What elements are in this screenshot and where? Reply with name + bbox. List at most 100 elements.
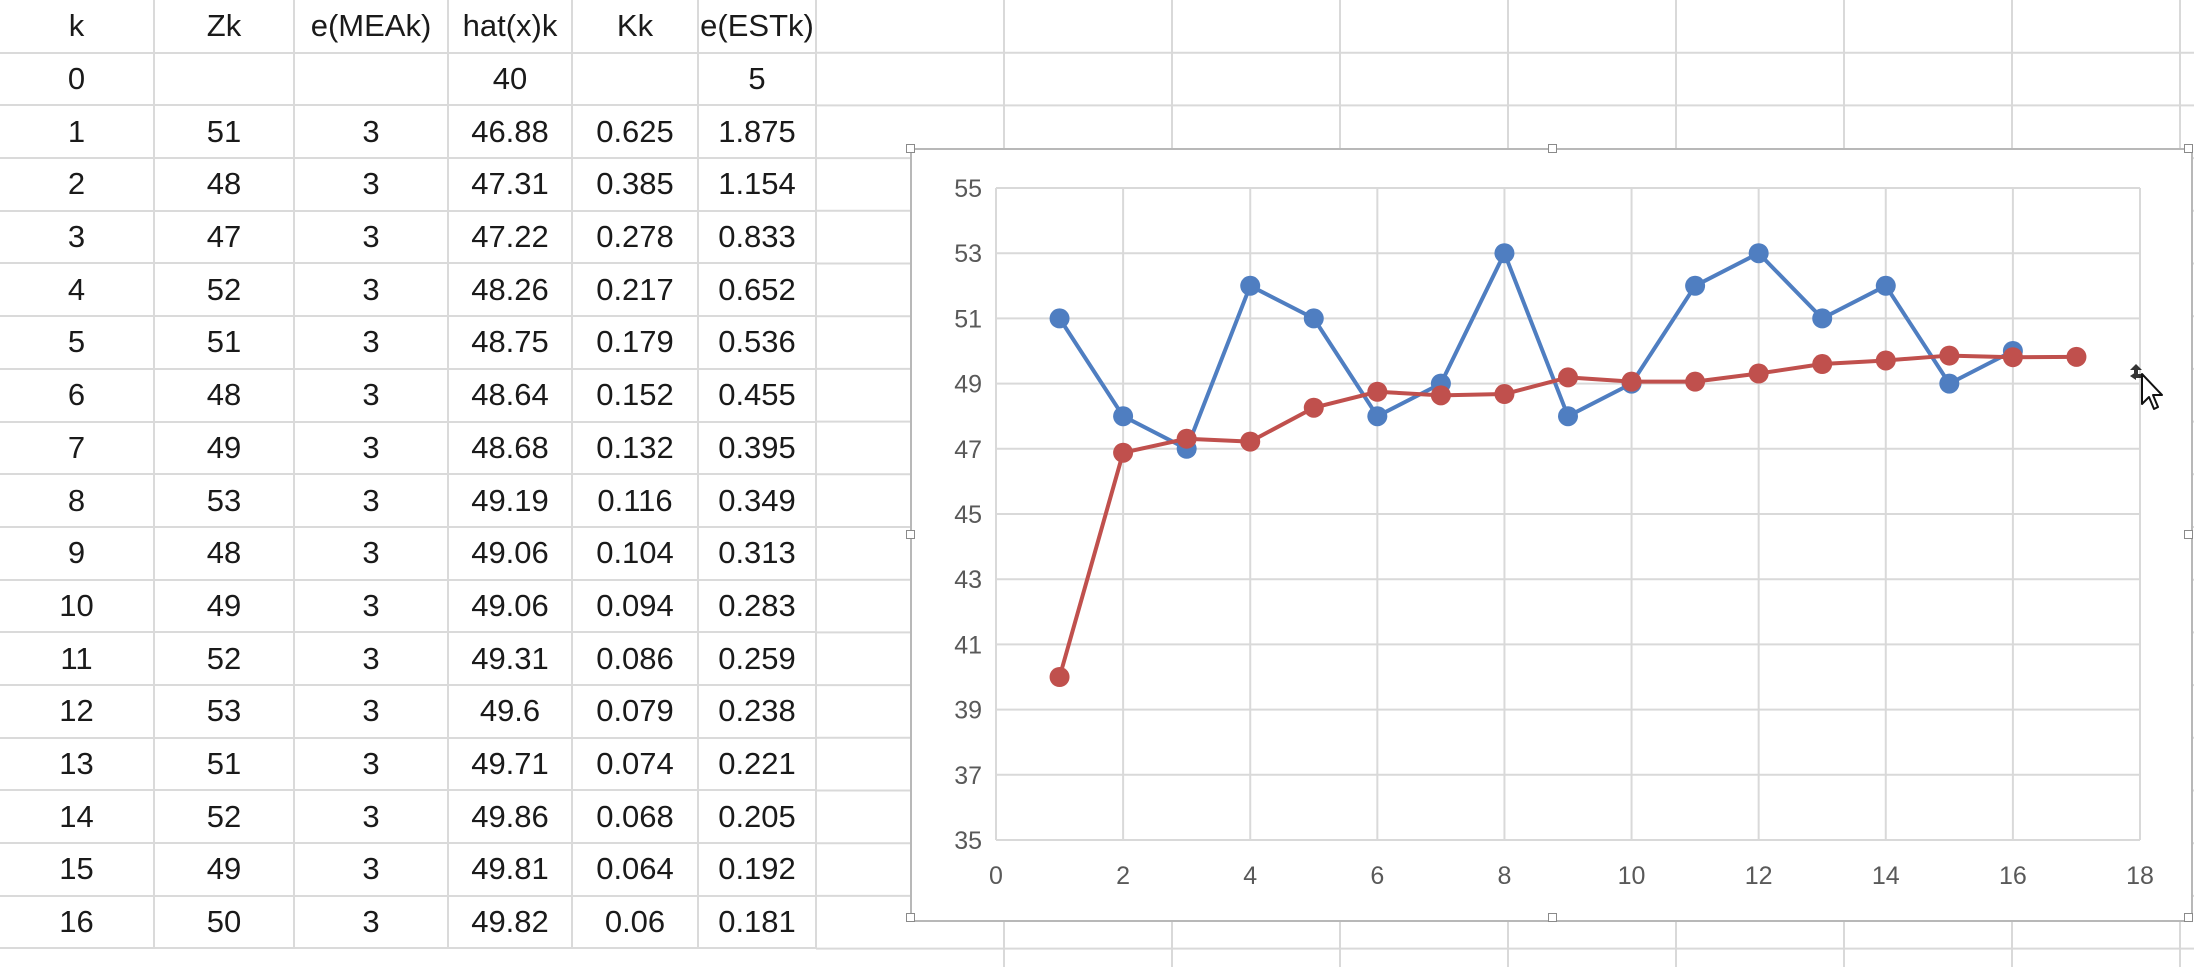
table-cell[interactable]: 49.06 [448,579,573,634]
table-cell[interactable]: 13 [0,737,155,792]
table-cell[interactable]: 3 [294,843,449,897]
table-cell[interactable]: 3 [0,210,155,265]
table-cell[interactable]: 3 [294,210,449,265]
table-cell[interactable]: 48 [154,368,295,423]
table-cell[interactable]: 49.82 [448,895,573,950]
table-cell[interactable]: 47 [154,210,295,265]
table-cell[interactable]: 5 [0,316,155,370]
table-cell[interactable]: 3 [294,263,449,318]
table-cell[interactable]: 10 [0,579,155,634]
table-cell[interactable]: 0.259 [698,632,817,686]
chart-resize-handle-bottom-right[interactable] [2184,913,2193,922]
table-cell[interactable]: 3 [294,632,449,686]
table-cell[interactable]: 0.192 [698,843,817,897]
table-cell[interactable]: 49 [154,843,295,897]
chart-resize-handle-left[interactable] [906,530,915,539]
table-cell[interactable]: 49.31 [448,632,573,686]
chart-resize-handle-top[interactable] [1548,144,1557,153]
table-cell[interactable]: 3 [294,526,449,581]
table-cell[interactable]: 16 [0,895,155,950]
table-cell[interactable]: 0.313 [698,526,817,581]
table-cell[interactable]: 0.104 [572,526,699,581]
table-cell[interactable]: 48.64 [448,368,573,423]
table-cell[interactable]: 0.094 [572,579,699,634]
table-cell[interactable]: 3 [294,684,449,739]
table-cell[interactable]: 0.086 [572,632,699,686]
table-cell[interactable]: 9 [0,526,155,581]
table-cell[interactable]: 0.833 [698,210,817,265]
table-cell[interactable] [572,52,699,107]
header-cell[interactable]: hat(x)k [448,0,573,54]
spreadsheet-table[interactable]: k Zk e(MEAk) hat(x)k Kk e(ESTk) 0 40 5 1 51 3 46.88 0… [0,0,817,950]
table-cell[interactable]: 53 [154,684,295,739]
table-cell[interactable]: 51 [154,316,295,370]
table-cell[interactable]: 0.349 [698,474,817,528]
header-cell[interactable]: e(ESTk) [698,0,817,54]
table-cell[interactable]: 49.06 [448,526,573,581]
table-cell[interactable]: 47.22 [448,210,573,265]
table-cell[interactable]: 3 [294,474,449,528]
table-cell[interactable]: 52 [154,263,295,318]
table-cell[interactable]: 0.179 [572,316,699,370]
table-cell[interactable] [154,52,295,107]
table-cell[interactable]: 49.86 [448,790,573,844]
table-cell[interactable]: 0.395 [698,421,817,476]
table-cell[interactable]: 0.06 [572,895,699,950]
table-cell[interactable]: 3 [294,579,449,634]
table-cell[interactable]: 4 [0,263,155,318]
table-cell[interactable]: 0.132 [572,421,699,476]
table-cell[interactable]: 50 [154,895,295,950]
table-cell[interactable]: 3 [294,316,449,370]
table-cell[interactable]: 52 [154,790,295,844]
header-cell[interactable]: Zk [154,0,295,54]
table-cell[interactable]: 2 [0,158,155,212]
table-cell[interactable]: 0.064 [572,843,699,897]
table-cell[interactable]: 0.074 [572,737,699,792]
table-cell[interactable]: 48.68 [448,421,573,476]
table-cell[interactable]: 3 [294,158,449,212]
table-cell[interactable]: 49 [154,421,295,476]
table-cell[interactable]: 0.217 [572,263,699,318]
table-cell[interactable]: 48.26 [448,263,573,318]
table-cell[interactable]: 49 [154,579,295,634]
table-cell[interactable]: 0.536 [698,316,817,370]
table-cell[interactable]: 52 [154,632,295,686]
table-cell[interactable]: 0.152 [572,368,699,423]
header-cell[interactable]: k [0,0,155,54]
table-cell[interactable]: 11 [0,632,155,686]
table-cell[interactable]: 3 [294,105,449,160]
table-cell[interactable]: 12 [0,684,155,739]
table-cell[interactable]: 0.205 [698,790,817,844]
table-cell[interactable]: 7 [0,421,155,476]
table-cell[interactable]: 40 [448,52,573,107]
table-cell[interactable]: 1 [0,105,155,160]
table-cell[interactable]: 0.221 [698,737,817,792]
table-cell[interactable]: 0 [0,52,155,107]
table-cell[interactable]: 49.19 [448,474,573,528]
table-cell[interactable]: 8 [0,474,155,528]
table-cell[interactable]: 0.116 [572,474,699,528]
table-cell[interactable] [294,52,449,107]
table-cell[interactable]: 3 [294,421,449,476]
table-cell[interactable]: 3 [294,895,449,950]
table-cell[interactable]: 0.079 [572,684,699,739]
table-cell[interactable]: 0.455 [698,368,817,423]
table-cell[interactable]: 0.625 [572,105,699,160]
table-cell[interactable]: 49.6 [448,684,573,739]
table-cell[interactable]: 1.154 [698,158,817,212]
header-cell[interactable]: e(MEAk) [294,0,449,54]
table-cell[interactable]: 48.75 [448,316,573,370]
table-cell[interactable]: 48 [154,526,295,581]
table-cell[interactable]: 3 [294,368,449,423]
table-cell[interactable]: 48 [154,158,295,212]
line-chart[interactable]: 35 37 39 41 43 45 47 49 51 53 55 0 2 4 6 8 10 12 14 16 18 [906,144,2193,922]
chart-resize-handle-top-left[interactable] [906,144,915,153]
table-cell[interactable]: 0.652 [698,263,817,318]
table-cell[interactable]: 0.385 [572,158,699,212]
table-cell[interactable]: 0.181 [698,895,817,950]
chart-resize-handle-top-right[interactable] [2184,144,2193,153]
table-cell[interactable]: 14 [0,790,155,844]
chart-resize-handle-right[interactable] [2184,530,2193,539]
table-cell[interactable]: 0.068 [572,790,699,844]
table-cell[interactable]: 15 [0,843,155,897]
